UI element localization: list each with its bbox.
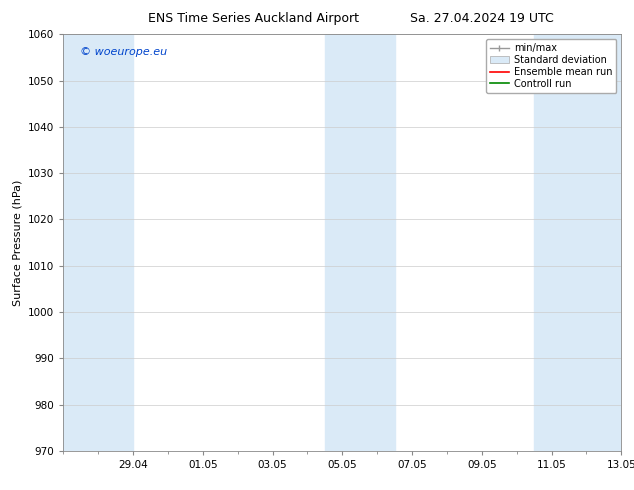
Legend: min/max, Standard deviation, Ensemble mean run, Controll run: min/max, Standard deviation, Ensemble me…	[486, 39, 616, 93]
Y-axis label: Surface Pressure (hPa): Surface Pressure (hPa)	[13, 179, 23, 306]
Text: ENS Time Series Auckland Airport: ENS Time Series Auckland Airport	[148, 12, 359, 25]
Bar	[534, 34, 621, 451]
Bar	[63, 34, 133, 451]
Text: Sa. 27.04.2024 19 UTC: Sa. 27.04.2024 19 UTC	[410, 12, 553, 25]
Bar	[325, 34, 394, 451]
Text: © woeurope.eu: © woeurope.eu	[80, 47, 167, 57]
